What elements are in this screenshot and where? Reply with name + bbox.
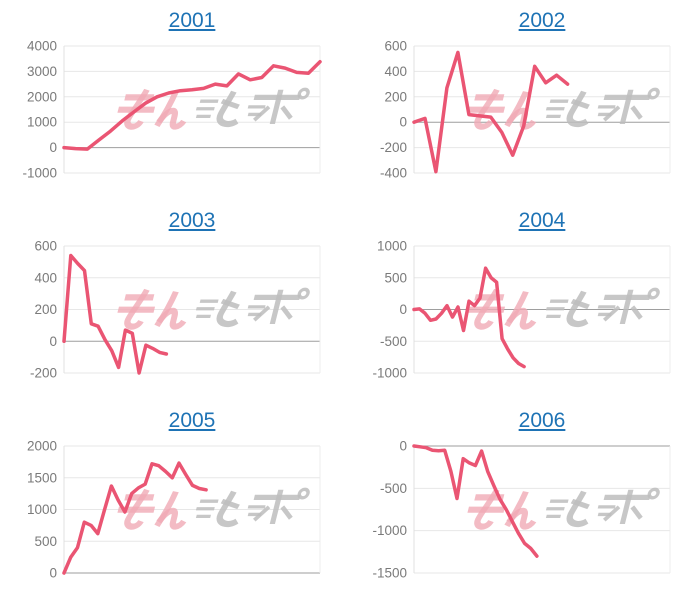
y-tick-label: 500 bbox=[384, 270, 407, 285]
y-tick-label: 0 bbox=[49, 140, 57, 155]
watermark-logo-icon bbox=[467, 287, 660, 330]
chart-cell-2002: 2002 600 400 200 0 -200 -400 bbox=[350, 0, 700, 200]
data-line bbox=[62, 253, 169, 375]
chart-cell-2006: 2006 0 -500 -1000 -1500 bbox=[350, 400, 700, 600]
y-tick-label: -400 bbox=[380, 166, 407, 181]
y-tick-label: 500 bbox=[34, 534, 57, 549]
y-tick-label: 0 bbox=[399, 115, 407, 130]
y-tick-label: 600 bbox=[384, 39, 407, 54]
chart-title-link-2003[interactable]: 2003 bbox=[168, 209, 216, 232]
y-tick-label: 4000 bbox=[27, 39, 57, 54]
chart-plot-2003: 600 400 200 0 -200 bbox=[30, 239, 321, 381]
y-tick-label: 3000 bbox=[27, 64, 57, 79]
watermark-logo-icon bbox=[117, 487, 310, 530]
y-tick-label: 200 bbox=[384, 89, 407, 104]
y-tick-label: 1000 bbox=[27, 502, 57, 517]
data-line bbox=[62, 461, 208, 575]
chart-plot-2006: 0 -500 -1000 -1500 bbox=[372, 439, 671, 581]
y-tick-label: -1000 bbox=[372, 523, 407, 538]
chart-title-link-2001[interactable]: 2001 bbox=[168, 9, 216, 32]
y-tick-label: 2000 bbox=[27, 439, 57, 454]
y-tick-label: 2000 bbox=[27, 89, 57, 104]
watermark-logo-icon bbox=[467, 87, 660, 130]
chart-title-link-2005[interactable]: 2005 bbox=[168, 409, 216, 432]
chart-plot-2005: 2000 1500 1000 500 0 bbox=[27, 439, 321, 581]
chart-plot-2004: 1000 500 0 -500 -1000 bbox=[372, 239, 671, 381]
y-tick-label: -500 bbox=[380, 481, 407, 496]
y-tick-label: 0 bbox=[399, 439, 407, 454]
data-line bbox=[412, 444, 539, 558]
y-tick-label: 1000 bbox=[27, 115, 57, 130]
chart-cell-2003: 2003 600 400 200 0 -200 bbox=[0, 200, 350, 400]
y-tick-label: 0 bbox=[399, 302, 407, 317]
watermark-logo-icon bbox=[117, 287, 310, 330]
y-tick-label: -1000 bbox=[372, 366, 407, 381]
y-tick-label: -500 bbox=[380, 334, 407, 349]
y-tick-label: 600 bbox=[34, 239, 57, 254]
chart-title-link-2006[interactable]: 2006 bbox=[518, 409, 566, 432]
y-tick-label: -1500 bbox=[372, 566, 407, 581]
data-line bbox=[412, 50, 570, 174]
y-tick-label: 1500 bbox=[27, 470, 57, 485]
chart-cell-2005: 2005 2000 1500 1000 500 0 bbox=[0, 400, 350, 600]
chart-cell-2001: 2001 4000 3000 2000 1000 0 -1000 bbox=[0, 0, 350, 200]
y-tick-label: -200 bbox=[380, 140, 407, 155]
chart-plot-2001: 4000 3000 2000 1000 0 -1000 bbox=[22, 39, 322, 181]
chart-plot-2002: 600 400 200 0 -200 -400 bbox=[380, 39, 671, 181]
data-line bbox=[62, 59, 322, 151]
chart-title-link-2002[interactable]: 2002 bbox=[518, 9, 566, 32]
y-tick-label: 0 bbox=[49, 566, 57, 581]
y-tick-label: -200 bbox=[30, 366, 57, 381]
y-tick-label: 0 bbox=[49, 334, 57, 349]
watermark-logo-icon bbox=[467, 487, 660, 530]
y-tick-label: 200 bbox=[34, 302, 57, 317]
y-tick-label: 400 bbox=[384, 64, 407, 79]
y-tick-label: 400 bbox=[34, 270, 57, 285]
y-tick-label: 1000 bbox=[377, 239, 407, 254]
data-line bbox=[412, 266, 526, 369]
y-tick-label: -1000 bbox=[22, 166, 57, 181]
chart-cell-2004: 2004 1000 500 0 -500 -1000 bbox=[350, 200, 700, 400]
watermark-logo-icon bbox=[117, 87, 310, 130]
chart-title-link-2004[interactable]: 2004 bbox=[518, 209, 566, 232]
